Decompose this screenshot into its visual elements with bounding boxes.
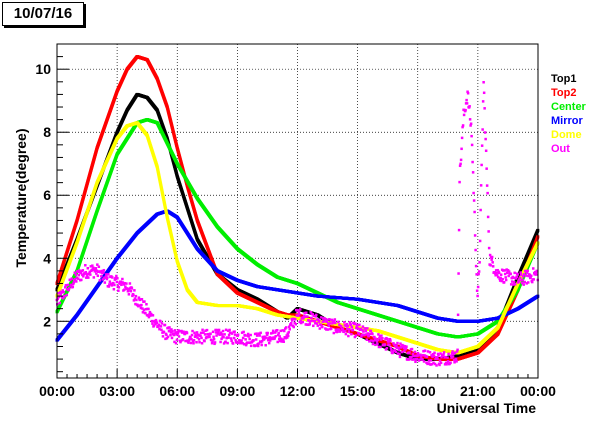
grid-layer [56,44,539,378]
series-layer [55,55,540,367]
